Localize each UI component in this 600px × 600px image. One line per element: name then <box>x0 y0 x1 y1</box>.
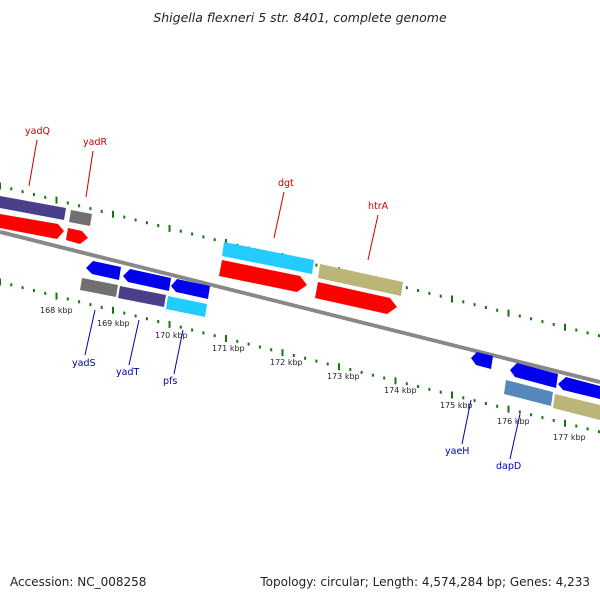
gene-htrA-arrow[interactable] <box>315 282 397 314</box>
genome-backbone <box>0 230 600 384</box>
accession-text: Accession: NC_008258 <box>10 575 147 589</box>
gene-leader-line <box>85 150 94 198</box>
gene-labels: yadQ yadR dgt htrA yadS yadT pfs yaeH dapD <box>25 126 521 472</box>
feature-yadT-band[interactable] <box>118 286 166 307</box>
gene-leader-line <box>173 329 184 375</box>
gene-yadQ-arrow[interactable] <box>0 214 64 239</box>
feature-yadQ-band[interactable] <box>0 196 66 220</box>
gene-next-arrow[interactable] <box>558 377 600 399</box>
kbp-label: 169 kbp <box>97 319 130 328</box>
kbp-labels: 168 kbp 169 kbp 170 kbp 171 kbp 172 kbp 173 k… <box>40 306 586 442</box>
gene-leader-line <box>84 309 96 356</box>
feature-dgt-band[interactable] <box>222 242 314 274</box>
feature-dapD-band[interactable] <box>504 380 553 406</box>
feature-htrA-band[interactable] <box>318 264 403 296</box>
map-title: Shigella flexneri 5 str. 8401, complete … <box>153 10 447 25</box>
gene-yadS-arrow[interactable] <box>86 261 121 280</box>
gene-label-yadS[interactable]: yadS <box>72 358 96 369</box>
gene-dapD-arrow[interactable] <box>510 363 558 388</box>
gene-yadT-arrow[interactable] <box>123 269 171 291</box>
kbp-label: 170 kbp <box>155 331 188 340</box>
gene-label-pfs[interactable]: pfs <box>163 376 177 387</box>
gene-label-yadQ[interactable]: yadQ <box>25 126 50 137</box>
gene-leader-line <box>509 413 521 460</box>
gene-label-yadT[interactable]: yadT <box>116 367 139 378</box>
gene-yadR-arrow[interactable] <box>66 228 88 244</box>
gene-leader-line <box>128 319 140 366</box>
gene-leader-line <box>461 399 472 445</box>
gene-label-dgt[interactable]: dgt <box>278 178 294 189</box>
feature-next-band[interactable] <box>553 394 600 420</box>
feature-pfs-band[interactable] <box>166 296 207 317</box>
gene-dgt-arrow[interactable] <box>219 260 307 292</box>
gene-yaeH-arrow[interactable] <box>471 352 493 369</box>
kbp-label: 175 kbp <box>440 401 473 410</box>
kbp-label: 171 kbp <box>212 344 245 353</box>
feature-yadR-band[interactable] <box>69 210 92 226</box>
kbp-label: 176 kbp <box>497 417 530 426</box>
kbp-label: 172 kbp <box>270 358 303 367</box>
lower-tick-row <box>0 278 600 434</box>
gene-label-dapD[interactable]: dapD <box>496 461 521 472</box>
kbp-label: 168 kbp <box>40 306 73 315</box>
gene-leader-line <box>273 191 285 239</box>
kbp-label: 177 kbp <box>553 433 586 442</box>
gene-pfs-arrow[interactable] <box>171 279 210 299</box>
gene-label-yadR[interactable]: yadR <box>83 137 107 148</box>
feature-yadS-band[interactable] <box>80 278 118 297</box>
gene-leader-line <box>367 214 379 261</box>
gene-label-htrA[interactable]: htrA <box>368 201 389 212</box>
gene-leader-line <box>28 139 38 187</box>
kbp-label: 174 kbp <box>384 386 417 395</box>
kbp-label: 173 kbp <box>327 372 360 381</box>
topology-text: Topology: circular; Length: 4,574,284 bp… <box>260 575 590 589</box>
gene-label-yaeH[interactable]: yaeH <box>445 446 469 457</box>
